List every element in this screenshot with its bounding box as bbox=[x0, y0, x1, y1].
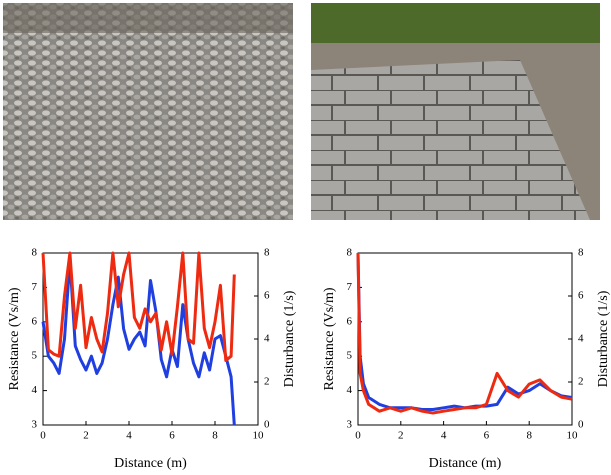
y2-tick-label: 6 bbox=[264, 290, 270, 302]
y-tick-label: 7 bbox=[347, 281, 353, 293]
y2-tick-label: 8 bbox=[264, 247, 270, 259]
y-tick-label: 5 bbox=[347, 350, 353, 362]
y2-axis-label: Disturbance (1/s) bbox=[282, 290, 297, 387]
y-tick-label: 4 bbox=[347, 384, 353, 396]
y2-tick-label: 2 bbox=[264, 376, 270, 388]
y-tick-label: 6 bbox=[347, 315, 353, 327]
x-tick-label: 0 bbox=[40, 430, 46, 442]
y-tick-label: 8 bbox=[347, 247, 353, 259]
x-tick-label: 8 bbox=[526, 430, 532, 442]
y-tick-label: 8 bbox=[32, 247, 38, 259]
y-tick-label: 6 bbox=[32, 315, 38, 327]
y-tick-label: 7 bbox=[32, 281, 38, 293]
y-tick-label: 5 bbox=[32, 350, 38, 362]
series-line bbox=[358, 253, 572, 410]
x-tick-label: 2 bbox=[398, 430, 404, 442]
y2-tick-label: 2 bbox=[578, 376, 584, 388]
y2-tick-label: 8 bbox=[578, 247, 584, 259]
x-tick-label: 0 bbox=[355, 430, 361, 442]
y2-tick-label: 0 bbox=[578, 419, 584, 431]
x-tick-label: 4 bbox=[441, 430, 447, 442]
x-tick-label: 8 bbox=[212, 430, 218, 442]
x-tick-label: 2 bbox=[83, 430, 89, 442]
y-axis-label: Resistance (Vs/m) bbox=[7, 287, 22, 390]
y-tick-label: 4 bbox=[32, 384, 38, 396]
y2-tick-label: 6 bbox=[578, 290, 584, 302]
series-line bbox=[358, 253, 572, 413]
y2-tick-label: 4 bbox=[578, 333, 584, 345]
x-tick-label: 6 bbox=[169, 430, 175, 442]
figure: 0 2 4 6 8 10 3 4 5 6 7 8 0 2 4 6 8 Distance (m) Resistance… bbox=[0, 0, 611, 475]
gravel-photo bbox=[3, 3, 293, 220]
x-axis-label: Distance (m) bbox=[114, 456, 187, 471]
x-tick-label: 10 bbox=[253, 430, 265, 442]
y2-tick-label: 0 bbox=[264, 419, 270, 431]
x-tick-label: 10 bbox=[567, 430, 579, 442]
x-tick-label: 6 bbox=[484, 430, 490, 442]
y-tick-label: 3 bbox=[347, 419, 353, 431]
y2-axis-label: Disturbance (1/s) bbox=[596, 290, 611, 387]
y-tick-label: 3 bbox=[32, 419, 38, 431]
x-axis-label: Distance (m) bbox=[429, 456, 502, 471]
x-tick-label: 4 bbox=[126, 430, 132, 442]
y-axis-label: Resistance (Vs/m) bbox=[322, 287, 337, 390]
paving-photo bbox=[311, 3, 600, 220]
plot-frame bbox=[358, 253, 572, 425]
y2-tick-label: 4 bbox=[264, 333, 270, 345]
